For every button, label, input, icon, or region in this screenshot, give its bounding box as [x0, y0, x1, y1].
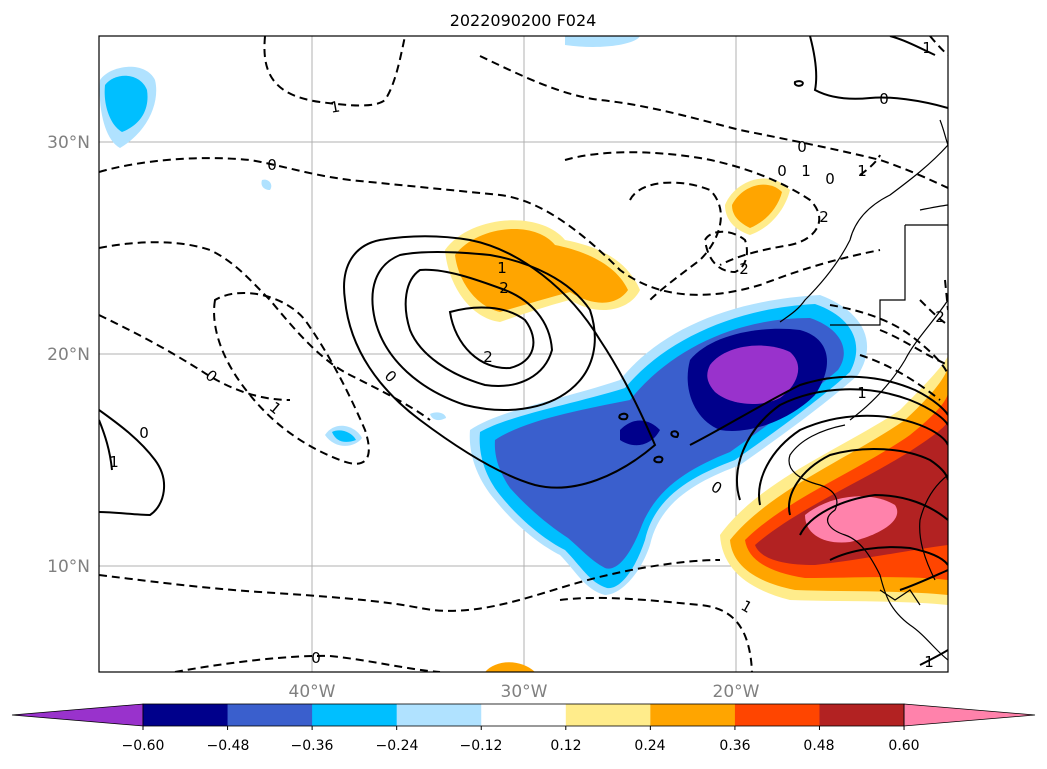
- lat-label-10n: 10°N: [47, 557, 90, 577]
- latitude-labels: 30°N 20°N 10°N: [47, 133, 90, 577]
- colorbar-extension-left: [11, 703, 144, 727]
- colorbar-segment: [734, 704, 820, 726]
- contour-label: 2: [819, 208, 829, 226]
- colorbar-segment: [481, 704, 567, 726]
- contour-label: 2: [499, 279, 509, 297]
- contour-label: 0: [797, 138, 807, 156]
- lon-label-30w: 30°W: [501, 682, 548, 702]
- contour-label: 2: [739, 260, 749, 278]
- colorbar-segment: [819, 704, 905, 726]
- colorbar-tick-label: 0.36: [719, 738, 750, 754]
- contour-label: 0: [777, 162, 787, 180]
- contour-label: 1: [801, 162, 811, 180]
- coastlines: [779, 119, 948, 661]
- colorbar-segment: [143, 704, 229, 726]
- solid-contours: [99, 36, 948, 666]
- contour-label: 2: [935, 308, 945, 326]
- colorbar-tick-label: −0.24: [376, 738, 419, 754]
- colorbar-segment: [312, 704, 398, 726]
- lon-label-40w: 40°W: [289, 682, 336, 702]
- map-frame: [98, 35, 949, 673]
- colorbar-tick-label: −0.48: [207, 738, 250, 754]
- colorbar-segment: [565, 704, 651, 726]
- colorbar-tick-label: −0.12: [460, 738, 503, 754]
- colorbar-tick-label: −0.60: [122, 738, 165, 754]
- contour-label: 1: [497, 259, 507, 277]
- colorbar-segment: [396, 704, 482, 726]
- lat-label-20n: 20°N: [47, 345, 90, 365]
- lon-label-20w: 20°W: [713, 682, 760, 702]
- colorbar-outline: [142, 703, 905, 727]
- contour-label: 1: [109, 453, 119, 471]
- dashed-contours: [99, 36, 948, 672]
- map-title: 2022090200 F024: [450, 11, 597, 30]
- longitude-labels: 40°W 30°W 20°W: [289, 682, 760, 702]
- contour-label: 0: [139, 424, 149, 442]
- colorbar-extension-right: [903, 703, 1036, 727]
- contour-label: 0: [879, 90, 889, 108]
- colorbar-tick-label: 0.48: [803, 738, 834, 754]
- contour-label: 1: [857, 162, 867, 180]
- colorbar-tick-label: 0.60: [888, 738, 919, 754]
- colorbar-labels: −0.60 −0.48 −0.36 −0.24 −0.12 0.12 0.24 …: [122, 738, 920, 754]
- colorbar-segment: [227, 704, 313, 726]
- colorbar-tick-label: 0.12: [550, 738, 581, 754]
- contour-label: 1: [329, 97, 342, 116]
- negative-anomaly-fill: [99, 36, 868, 595]
- colorbar-tick-label: −0.36: [291, 738, 334, 754]
- contour-label: 2: [483, 348, 493, 366]
- contour-label: 0: [825, 170, 835, 188]
- lat-label-30n: 30°N: [47, 133, 90, 153]
- colorbar-tick-label: 0.24: [634, 738, 665, 754]
- contour-label: 0: [267, 156, 277, 174]
- colorbar: [11, 703, 1036, 730]
- colorbar-segment: [650, 704, 736, 726]
- contour-label: 1: [922, 39, 932, 57]
- contour-label: 0: [311, 649, 321, 667]
- contour-label: 1: [857, 384, 867, 402]
- contour-label: 1: [924, 653, 934, 671]
